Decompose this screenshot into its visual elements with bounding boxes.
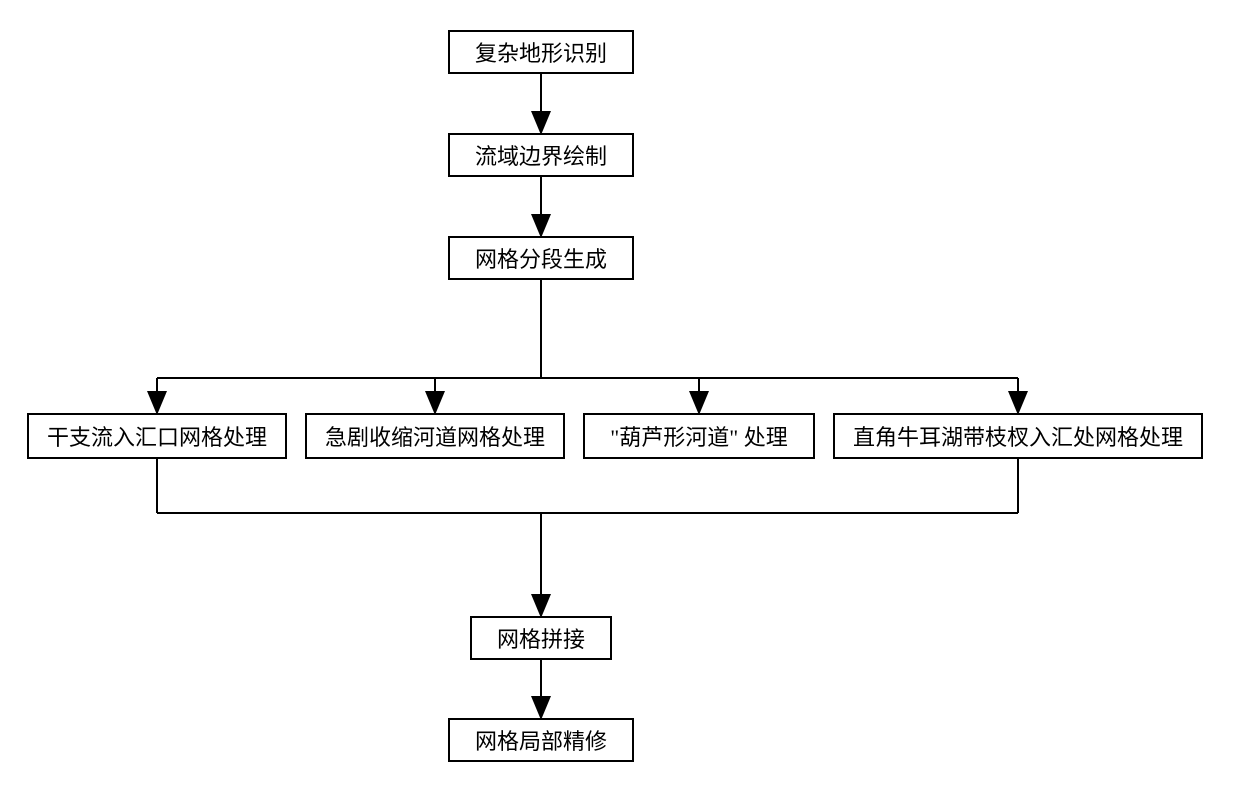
node-label: 急剧收缩河道网格处理 [325,420,545,452]
node-grid-stitching: 网格拼接 [470,616,612,660]
node-oxbow-lake-grid: 直角牛耳湖带枝杈入汇处网格处理 [833,413,1203,459]
node-boundary-drawing: 流域边界绘制 [448,133,634,177]
node-label: 网格局部精修 [475,724,607,756]
node-gourd-channel-processing: "葫芦形河道" 处理 [583,413,815,459]
flowchart-connectors [0,0,1240,795]
node-label: 复杂地形识别 [475,36,607,68]
node-label: 网格分段生成 [475,242,607,274]
node-label: 网格拼接 [497,622,585,654]
node-grid-local-refinement: 网格局部精修 [448,718,634,762]
node-label: "葫芦形河道" 处理 [610,420,787,452]
node-grid-segment-generation: 网格分段生成 [448,236,634,280]
node-tributary-confluence-grid: 干支流入汇口网格处理 [27,413,287,459]
node-label: 直角牛耳湖带枝杈入汇处网格处理 [853,420,1183,452]
node-terrain-recognition: 复杂地形识别 [448,30,634,74]
node-label: 流域边界绘制 [475,139,607,171]
node-narrowing-channel-grid: 急剧收缩河道网格处理 [305,413,565,459]
node-label: 干支流入汇口网格处理 [47,420,267,452]
